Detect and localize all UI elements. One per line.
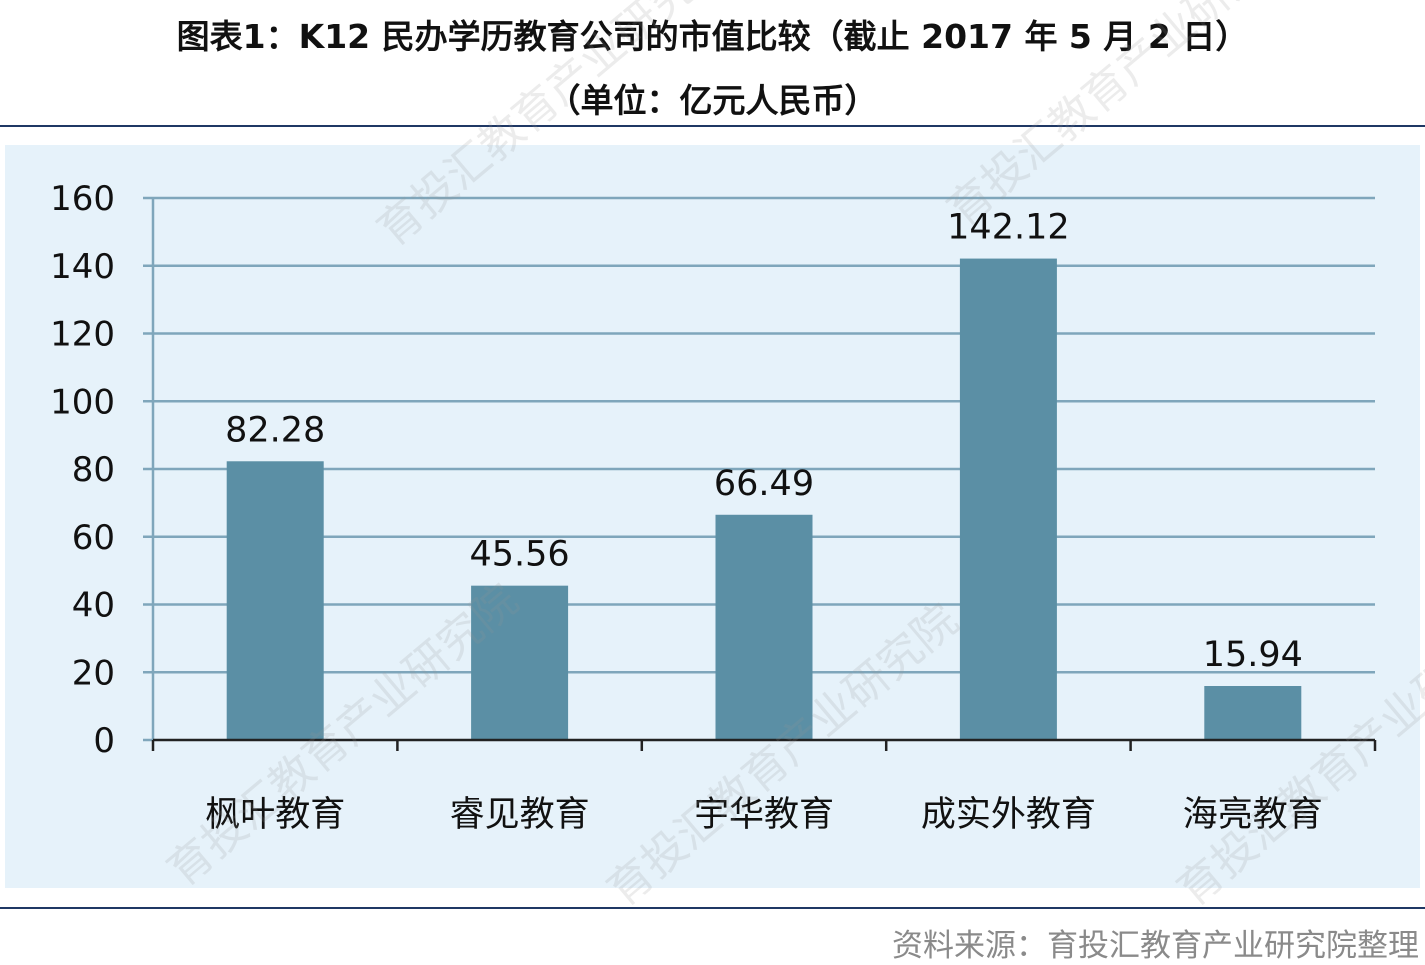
y-tick-label: 100 [50, 382, 115, 422]
y-tick-label: 40 [72, 586, 115, 626]
chart-subtitle: （单位：亿元人民币） [547, 81, 878, 120]
y-tick-label: 160 [50, 179, 115, 219]
bar [226, 461, 324, 740]
bar [715, 514, 813, 740]
y-tick-label: 80 [72, 450, 115, 490]
x-tick-label: 枫叶教育 [205, 795, 345, 835]
x-tick-label: 宇华教育 [694, 795, 834, 835]
y-tick-label: 20 [72, 653, 115, 693]
y-tick-label: 140 [50, 247, 115, 287]
x-tick-label: 睿见教育 [450, 795, 590, 835]
data-label: 142.12 [947, 208, 1069, 248]
data-label: 82.28 [225, 410, 325, 450]
bottom-rule [0, 907, 1425, 909]
chart-title: 图表1：K12 民办学历教育公司的市值比较（截止 2017 年 5 月 2 日） [176, 17, 1249, 56]
bar [959, 258, 1057, 740]
data-label: 66.49 [714, 464, 814, 504]
data-label: 15.94 [1203, 635, 1303, 675]
x-tick-label: 海亮教育 [1183, 795, 1323, 835]
y-tick-label: 0 [93, 721, 115, 761]
source-note: 资料来源：育投汇教育产业研究院整理 [892, 928, 1419, 964]
top-rule [0, 125, 1425, 127]
data-label: 45.56 [469, 535, 569, 575]
y-tick-label: 60 [72, 518, 115, 558]
x-tick-label: 成实外教育 [921, 795, 1096, 835]
bar [1204, 686, 1302, 740]
y-tick-label: 120 [50, 315, 115, 355]
bar [471, 585, 569, 740]
